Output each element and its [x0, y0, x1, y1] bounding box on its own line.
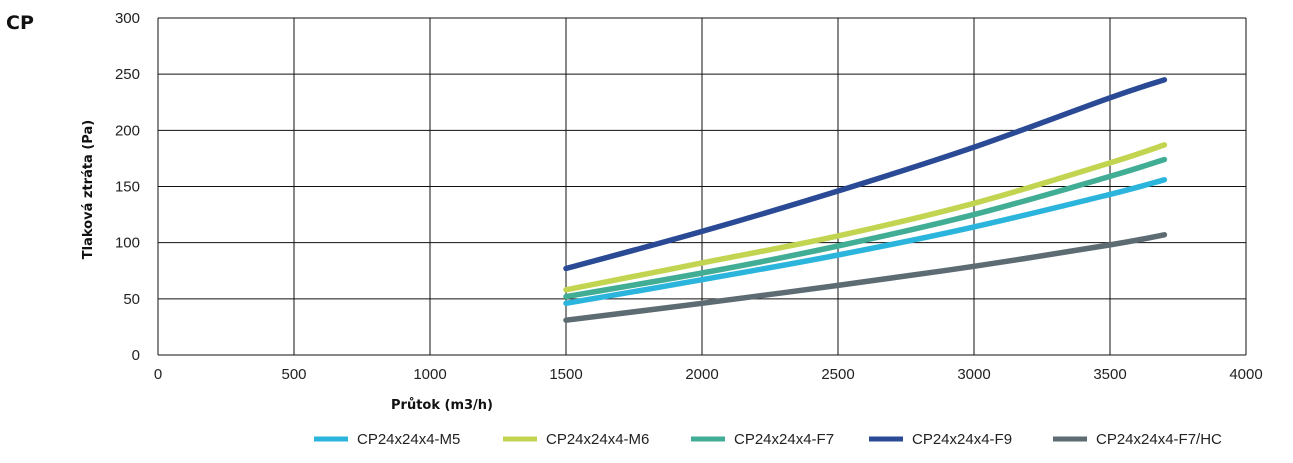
legend-label: CP24x24x4-M5 [357, 431, 460, 448]
page-title: CP [6, 12, 34, 34]
series-line [563, 142, 1168, 293]
legend-label: CP24x24x4-F9 [912, 431, 1012, 448]
series-line [563, 177, 1168, 307]
x-tick-label: 4000 [1229, 366, 1262, 383]
x-tick-label: 3500 [1093, 366, 1126, 383]
chart-legend: CP24x24x4-M5 CP24x24x4-M6 CP24x24x4-F7 CP24… [314, 431, 1222, 448]
x-tick-label: 2000 [685, 366, 718, 383]
y-tick-label: 50 [123, 291, 140, 308]
y-axis-title: Tlaková ztráta (Pa) [81, 120, 96, 259]
y-tick-label: 300 [115, 10, 140, 27]
legend-label: CP24x24x4-F7/HC [1096, 431, 1222, 448]
series-line [563, 77, 1168, 272]
y-tick-label: 150 [115, 179, 140, 196]
x-tick-label: 1000 [413, 366, 446, 383]
series-line [563, 232, 1168, 323]
legend-label: CP24x24x4-M6 [546, 431, 649, 448]
y-tick-label: 100 [115, 235, 140, 252]
legend-label: CP24x24x4-F7 [734, 431, 834, 448]
y-tick-label: 0 [132, 347, 140, 364]
x-tick-label: 0 [154, 366, 162, 383]
series-line [563, 156, 1168, 300]
x-tick-label: 2500 [821, 366, 854, 383]
y-tick-label: 250 [115, 66, 140, 83]
axis-ticks: 0 500 1000 1500 2000 2500 3000 3500 4000 0 50 100 15… [115, 10, 1263, 383]
x-tick-label: 3000 [957, 366, 990, 383]
y-tick-label: 200 [115, 122, 140, 139]
x-tick-label: 1500 [549, 366, 582, 383]
series-lines [563, 77, 1168, 323]
chart-grid [157, 17, 1247, 356]
x-axis-title: Průtok (m3/h) [391, 398, 493, 413]
x-tick-label: 500 [281, 366, 306, 383]
